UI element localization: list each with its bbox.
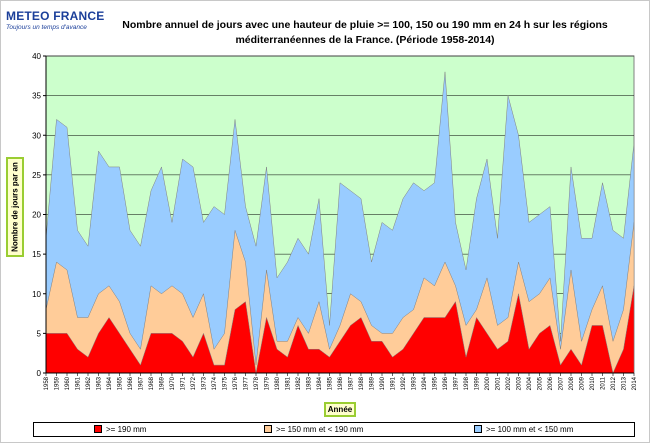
x-tick-label: 2010 — [590, 376, 596, 390]
x-tick-label: 1958 — [44, 376, 50, 390]
x-tick-label: 1980 — [275, 376, 281, 390]
legend-item-190: >= 190 mm — [94, 424, 147, 435]
x-tick-label: 1962 — [86, 376, 92, 390]
y-tick-label: 20 — [32, 211, 41, 220]
x-tick-label: 1989 — [370, 376, 376, 390]
x-tick-label: 1988 — [359, 376, 365, 390]
y-tick-label: 40 — [32, 52, 41, 61]
x-tick-label: 2011 — [601, 376, 607, 390]
legend-item-150: >= 150 mm et < 190 mm — [264, 424, 364, 435]
x-tick-label: 1971 — [181, 376, 187, 390]
logo-name: METEO FRANCE — [6, 9, 105, 23]
y-axis-label: Nombre de jours par an — [10, 162, 20, 252]
y-tick-label: 35 — [32, 92, 41, 101]
x-tick-label: 1998 — [464, 376, 470, 390]
x-tick-label: 1992 — [401, 376, 407, 390]
x-tick-label: 1987 — [349, 376, 355, 390]
x-tick-label: 1968 — [149, 376, 155, 390]
x-tick-label: 1984 — [317, 376, 323, 390]
x-tick-label: 1977 — [244, 376, 250, 390]
x-tick-label: 1981 — [286, 376, 292, 390]
x-tick-label: 2000 — [485, 376, 491, 390]
logo-tagline: Toujours un temps d'avance — [6, 24, 87, 31]
x-tick-label: 2007 — [559, 376, 565, 390]
x-tick-label: 2005 — [538, 376, 544, 390]
meteo-france-logo: METEO FRANCE Toujours un temps d'avance — [6, 6, 116, 36]
chart-title-line-2: méditerranéennes de la France. (Période … — [235, 34, 495, 46]
x-tick-label: 1975 — [223, 376, 229, 390]
x-tick-label: 2009 — [580, 376, 586, 390]
x-tick-label: 1960 — [65, 376, 71, 390]
y-tick-label: 15 — [32, 250, 41, 259]
x-axis-label: Année — [324, 402, 356, 417]
x-tick-label: 2006 — [548, 376, 554, 390]
x-tick-label: 1963 — [97, 376, 103, 390]
legend-item-100: >= 100 mm et < 150 mm — [474, 424, 574, 435]
x-tick-label: 1967 — [139, 376, 145, 390]
x-tick-label: 1983 — [307, 376, 313, 390]
series-area-2 — [45, 285, 635, 374]
y-tick-label: 30 — [32, 131, 41, 140]
x-tick-label: 1972 — [191, 376, 197, 390]
x-tick-label: 1961 — [76, 376, 82, 390]
legend-label-190: >= 190 mm — [106, 425, 147, 434]
x-tick-label: 1973 — [202, 376, 208, 390]
x-tick-label: 1990 — [380, 376, 386, 390]
x-tick-label: 1996 — [443, 376, 449, 390]
legend-swatch-100 — [474, 424, 482, 433]
chart-title: Nombre annuel de jours avec une hauteur … — [120, 18, 610, 48]
x-tick-label: 1970 — [170, 376, 176, 390]
x-tick-label: 1964 — [107, 376, 113, 390]
legend-swatch-190 — [94, 424, 102, 433]
x-tick-label: 1993 — [412, 376, 418, 390]
y-tick-label: 0 — [37, 369, 42, 378]
y-tick-label: 10 — [32, 290, 41, 299]
x-tick-label: 1979 — [265, 376, 271, 390]
x-tick-label: 1991 — [391, 376, 397, 390]
legend: >= 190 mm >= 150 mm et < 190 mm >= 100 m… — [33, 422, 635, 437]
y-tick-label: 25 — [32, 171, 41, 180]
x-tick-label: 1965 — [118, 376, 124, 390]
x-tick-label: 1982 — [296, 376, 302, 390]
legend-label-150: >= 150 mm et < 190 mm — [276, 425, 364, 434]
x-tick-label: 2008 — [569, 376, 575, 390]
x-tick-label: 1999 — [475, 376, 481, 390]
x-tick-label: 2002 — [506, 376, 512, 390]
x-tick-label: 1974 — [212, 376, 218, 390]
x-tick-label: 2003 — [517, 376, 523, 390]
y-axis-label-box: Nombre de jours par an — [6, 157, 24, 257]
x-tick-label: 1997 — [454, 376, 460, 390]
x-tick-label: 1978 — [254, 376, 260, 390]
x-tick-label: 2012 — [611, 376, 617, 390]
x-tick-label: 1985 — [328, 376, 334, 390]
x-tick-label: 2004 — [527, 376, 533, 390]
chart-title-line-1: Nombre annuel de jours avec une hauteur … — [122, 19, 608, 31]
x-tick-label: 1986 — [338, 376, 344, 390]
x-tick-label: 1994 — [422, 376, 428, 390]
x-tick-label: 2013 — [622, 376, 628, 390]
x-tick-label: 2014 — [632, 376, 638, 390]
x-tick-label: 2001 — [496, 376, 502, 390]
x-tick-label: 1995 — [433, 376, 439, 390]
y-tick-label: 5 — [37, 329, 42, 338]
x-tick-label: 1976 — [233, 376, 239, 390]
x-tick-label: 1959 — [55, 376, 61, 390]
legend-label-100: >= 100 mm et < 150 mm — [486, 425, 574, 434]
x-tick-label: 1969 — [160, 376, 166, 390]
legend-swatch-150 — [264, 424, 272, 433]
x-tick-label: 1966 — [128, 376, 134, 390]
